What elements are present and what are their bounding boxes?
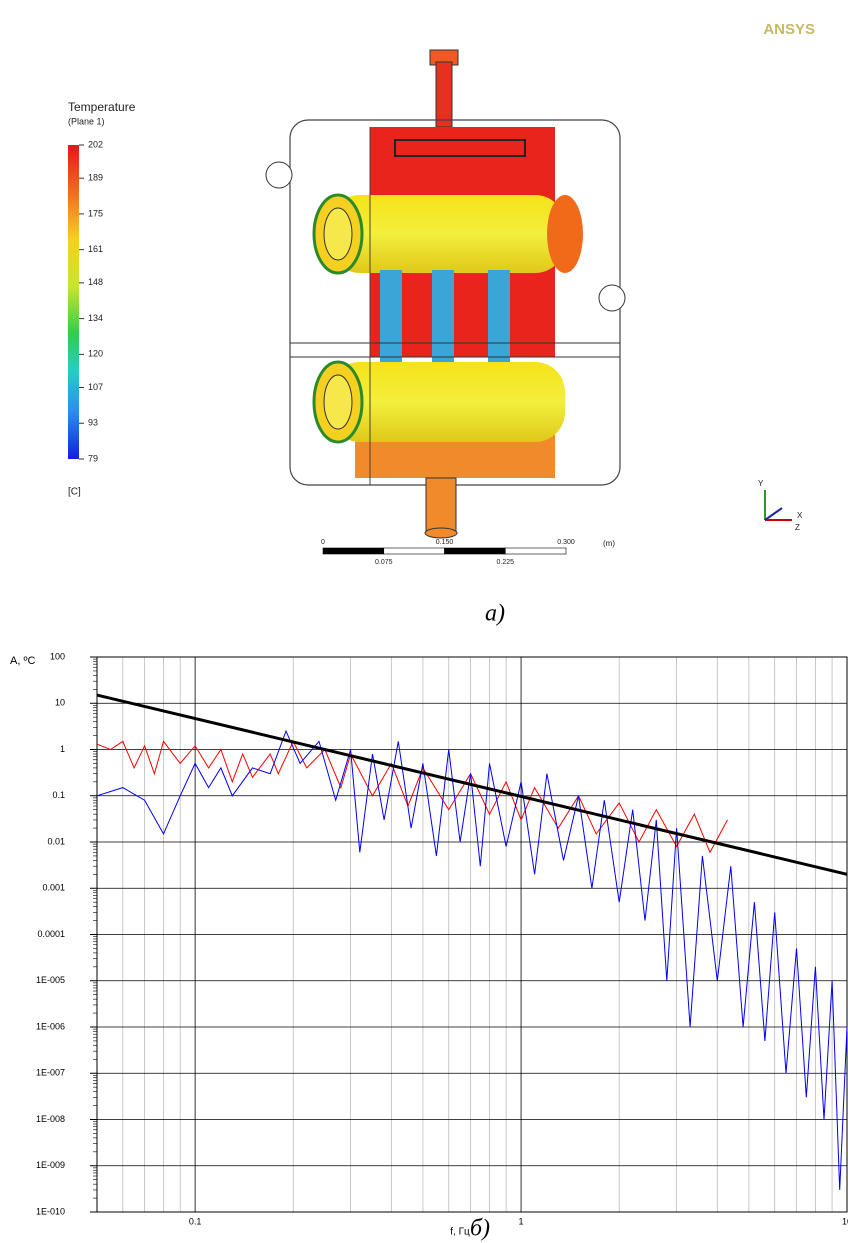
x-tick-label: 0.1 [189, 1216, 202, 1226]
y-tick-label: 0.01 [47, 836, 65, 846]
scale-label: 0.150 [436, 539, 454, 546]
colorbar-label: 79 [88, 453, 98, 463]
y-tick-label: 1E-010 [36, 1206, 65, 1216]
colorbar [68, 145, 79, 459]
colorbar-label: 148 [88, 277, 103, 287]
series-line [96, 740, 728, 854]
x-tick-label: 10 [842, 1216, 848, 1226]
y-tick-label: 0.0001 [37, 929, 65, 939]
cfd-render [265, 49, 792, 539]
legend-subtitle: (Plane 1) [68, 116, 105, 126]
axis-y: Y [758, 479, 764, 488]
caption-a: a) [485, 601, 505, 627]
caption-b: б) [470, 1216, 490, 1242]
y-tick-label: 1E-005 [36, 975, 65, 985]
axis-z: Z [795, 523, 800, 532]
y-tick-label: 1 [60, 744, 65, 754]
series-line [96, 693, 848, 876]
y-tick-label: 10 [55, 698, 65, 708]
y-tick-label: 1E-007 [36, 1068, 65, 1078]
y-tick-label: 1E-009 [36, 1160, 65, 1170]
colorbar-label: 161 [88, 244, 103, 254]
x-axis-label: f, Гц [450, 1227, 470, 1238]
series-line [96, 729, 848, 1190]
colorbar-label: 93 [88, 418, 98, 428]
x-tick-label: 1 [519, 1216, 524, 1226]
logo: ANSYS [763, 21, 815, 38]
scale-segment [504, 547, 567, 555]
colorbar-label: 107 [88, 382, 103, 392]
scale-unit: (m) [603, 539, 615, 548]
scale-segment [322, 547, 385, 555]
colorbar-label: 175 [88, 208, 103, 218]
y-tick-label: 1E-008 [36, 1114, 65, 1124]
axis-x: X [797, 511, 803, 520]
scale-label: 0.075 [375, 559, 393, 566]
y-tick-label: 1E-006 [36, 1021, 65, 1031]
legend-title: Temperature [68, 100, 136, 114]
scale-label: 0.225 [496, 559, 514, 566]
colorbar-label: 134 [88, 313, 103, 323]
colorbar-label: 189 [88, 173, 103, 183]
scale-label: 0 [321, 539, 325, 546]
y-tick-label: 0.001 [42, 883, 65, 893]
plot-frame [96, 656, 848, 1213]
colorbar-label: 120 [88, 349, 103, 359]
unit: [C] [68, 487, 81, 498]
scale-segment [383, 547, 445, 555]
scale-label: 0.300 [557, 539, 575, 546]
y-tick-label: 100 [50, 651, 65, 661]
colorbar-label: 202 [88, 139, 103, 149]
scale-segment [444, 547, 506, 555]
y-tick-label: 0.1 [52, 790, 65, 800]
y-axis-label: A, ºC [10, 655, 35, 667]
